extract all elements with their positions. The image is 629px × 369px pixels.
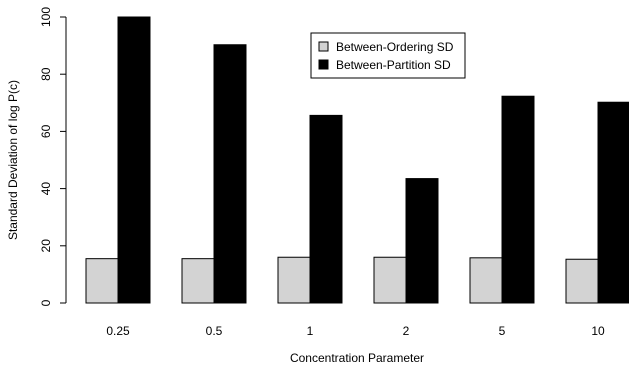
x-tick-label: 0.25 xyxy=(106,324,130,338)
x-axis-title: Concentration Parameter xyxy=(290,351,424,365)
bar-between-partition-sd-1 xyxy=(309,114,343,304)
y-tick-label: 80 xyxy=(39,67,53,81)
bar-between-partition-sd-0_25 xyxy=(117,16,151,304)
legend-label: Between-Partition SD xyxy=(336,58,451,72)
y-axis: 0 20 40 60 80 100 xyxy=(39,7,67,306)
bars xyxy=(85,16,629,304)
bar-between-ordering-sd-0_25 xyxy=(85,258,119,304)
legend-box xyxy=(310,32,466,79)
bar-between-partition-sd-10 xyxy=(597,101,629,304)
y-tick-label: 20 xyxy=(39,239,53,253)
x-tick-label: 10 xyxy=(591,324,605,338)
x-tick-label: 2 xyxy=(403,324,410,338)
x-tick-label: 5 xyxy=(499,324,506,338)
legend-swatch xyxy=(318,59,329,70)
y-tick-label: 40 xyxy=(39,182,53,196)
bar-between-ordering-sd-2 xyxy=(373,256,407,304)
bar-between-ordering-sd-10 xyxy=(565,258,599,304)
bar-between-partition-sd-0_5 xyxy=(213,44,247,304)
x-tick-labels: 0.25 0.5 1 2 5 10 xyxy=(106,324,605,338)
bar-between-ordering-sd-0_5 xyxy=(181,258,215,304)
y-tick-label: 60 xyxy=(39,124,53,138)
bar-between-partition-sd-2 xyxy=(405,178,439,304)
y-axis-title: Standard Deviation of log P(c) xyxy=(6,80,20,240)
x-tick-label: 1 xyxy=(307,324,314,338)
bar-between-ordering-sd-1 xyxy=(277,256,311,304)
legend-label: Between-Ordering SD xyxy=(336,40,454,54)
y-tick-label: 100 xyxy=(39,7,53,27)
legend-swatch xyxy=(318,41,329,52)
y-tick-label: 0 xyxy=(39,299,53,306)
legend: Between-Ordering SD Between-Partition SD xyxy=(310,32,466,79)
bar-between-partition-sd-5 xyxy=(501,95,535,304)
bar-between-ordering-sd-5 xyxy=(469,257,503,304)
x-tick-label: 0.5 xyxy=(206,324,223,338)
